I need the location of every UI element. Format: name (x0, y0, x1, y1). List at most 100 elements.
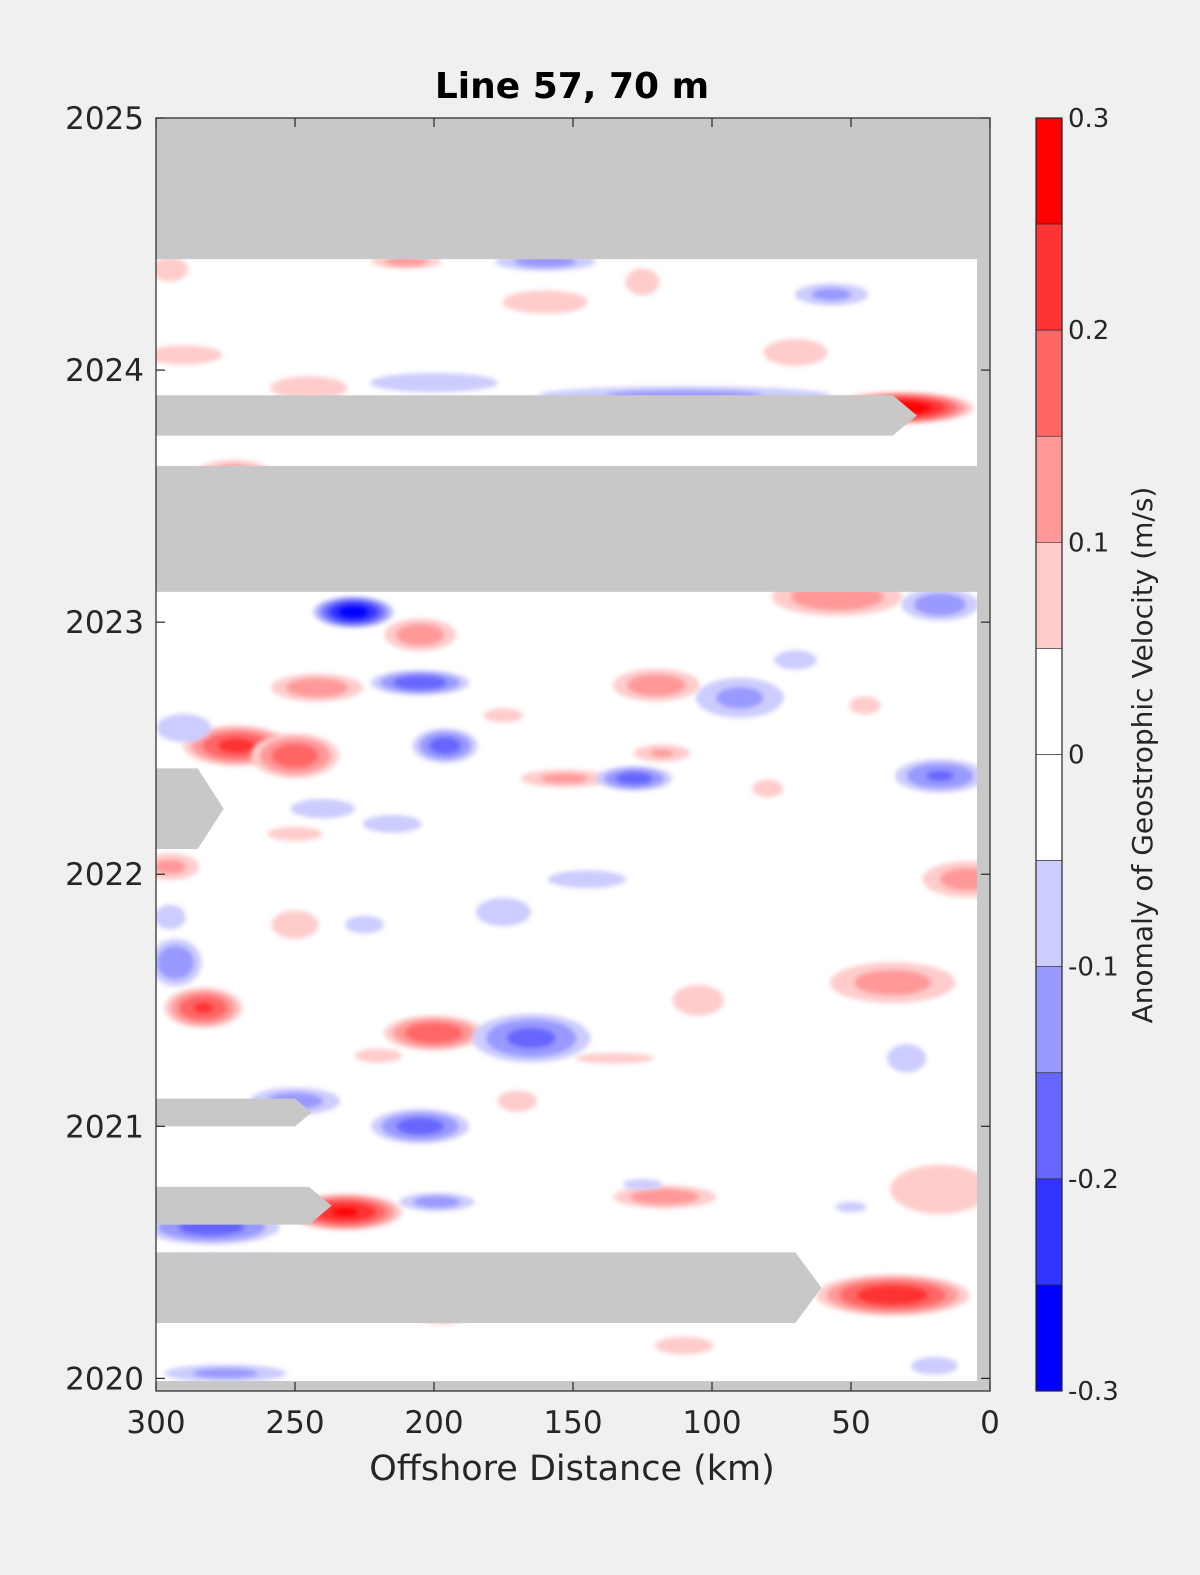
colorbar-segment (1035, 542, 1063, 649)
chart-title: Line 57, 70 m (435, 66, 709, 107)
missing-data-region (156, 768, 224, 850)
anomaly-feature (362, 814, 422, 833)
anomaly-contour (362, 814, 422, 833)
colorbar-segment (1035, 223, 1063, 331)
anomaly-feature (910, 1356, 958, 1375)
anomaly-feature (267, 826, 323, 842)
colorbar-tick-label: -0.3 (1068, 1377, 1119, 1407)
anomaly-contour (914, 593, 966, 616)
anomaly-feature (156, 904, 186, 930)
anomaly-contour (156, 345, 223, 365)
missing-data-region (156, 1098, 312, 1127)
anomaly-contour (193, 1002, 214, 1013)
y-tick-label: 2021 (65, 1109, 144, 1145)
anomaly-feature (156, 853, 200, 880)
anomaly-feature (271, 673, 364, 702)
anomaly-feature (412, 728, 478, 763)
anomaly-contour (218, 738, 255, 753)
anomaly-feature (472, 1013, 591, 1063)
anomaly-contour (192, 1368, 259, 1379)
y-tick-label: 2020 (65, 1361, 144, 1397)
anomaly-feature (794, 283, 869, 306)
anomaly-contour (502, 290, 588, 314)
anomaly-contour (887, 1044, 927, 1073)
anomaly-feature (596, 766, 673, 791)
anomaly-contour (396, 1118, 444, 1135)
anomaly-contour (763, 338, 828, 366)
anomaly-feature (290, 799, 355, 819)
colorbar-segment (1035, 1284, 1063, 1392)
anomaly-feature (695, 677, 784, 718)
anomaly-feature (763, 338, 828, 366)
anomaly-feature (483, 708, 524, 723)
anomaly-contour (811, 288, 852, 301)
anomaly-contour (575, 1052, 654, 1064)
anomaly-feature (370, 670, 470, 696)
anomaly-contour (344, 915, 385, 934)
colorbar-segment (1035, 435, 1063, 543)
colorbar: 0.3 0.2 0.1 0 -0.1 -0.2 -0.3 (1035, 104, 1119, 1407)
anomaly-contour (156, 904, 186, 930)
x-tick-label: 0 (980, 1405, 1000, 1441)
colorbar-segment (1035, 860, 1063, 967)
x-tick-label: 200 (404, 1405, 463, 1441)
y-tick-label: 2023 (65, 605, 144, 641)
anomaly-feature (815, 1274, 970, 1316)
anomaly-contour (384, 257, 428, 266)
anomaly-feature (890, 1164, 990, 1214)
anomaly-feature (156, 938, 202, 987)
anomaly-contour (271, 743, 319, 768)
anomaly-contour (370, 373, 498, 393)
colorbar-segment (1035, 648, 1063, 755)
anomaly-feature (835, 1201, 867, 1213)
x-tick-label: 100 (682, 1405, 741, 1441)
anomaly-contour (270, 376, 348, 400)
colorbar-segment (1035, 966, 1063, 1074)
missing-data-region (156, 465, 990, 592)
anomaly-contour (338, 606, 369, 618)
anomaly-feature (156, 713, 212, 743)
anomaly-contour (332, 1208, 358, 1217)
anomaly-contour (156, 859, 186, 874)
x-axis-label: Offshore Distance (km) (369, 1449, 775, 1489)
x-tick-label: 250 (265, 1405, 324, 1441)
anomaly-contour (405, 1022, 463, 1044)
colorbar-segment (1035, 117, 1063, 225)
colorbar-label: Anomaly of Geostrophic Velocity (m/s) (1126, 487, 1159, 1024)
colorbar-tick-label: -0.2 (1068, 1165, 1119, 1195)
anomaly-feature (520, 769, 609, 788)
anomaly-feature (547, 870, 627, 889)
anomaly-contour (271, 910, 319, 939)
colorbar-tick-label: 0.1 (1068, 528, 1109, 558)
colorbar-segment (1035, 754, 1063, 861)
anomaly-feature (654, 1336, 714, 1355)
anomaly-feature (751, 779, 784, 798)
x-tick-label: 150 (543, 1405, 602, 1441)
anomaly-feature (613, 1185, 717, 1209)
anomaly-contour (393, 676, 447, 690)
anomaly-contour (156, 713, 212, 743)
anomaly-contour (849, 696, 881, 715)
anomaly-contour (413, 1196, 460, 1208)
anomaly-feature (476, 897, 531, 927)
y-tick-label: 2024 (65, 353, 144, 389)
anomaly-feature (622, 1178, 663, 1190)
colorbar-tick-label: 0 (1068, 741, 1085, 771)
anomaly-contour (429, 737, 461, 754)
anomaly-contour (774, 650, 817, 670)
y-tick-label: 2025 (65, 101, 144, 137)
anomaly-contour (622, 1178, 663, 1190)
anomaly-feature (164, 987, 243, 1029)
anomaly-contour (497, 1090, 537, 1112)
anomaly-feature (384, 1015, 484, 1051)
x-tick-label: 300 (126, 1405, 185, 1441)
anomaly-contour (890, 1164, 990, 1214)
colorbar-segment (1035, 329, 1063, 437)
anomaly-contour (541, 773, 589, 784)
anomaly-contour (157, 945, 194, 980)
missing-data-region (156, 118, 990, 260)
colorbar-tick-label: -0.1 (1068, 953, 1119, 983)
anomaly-feature (672, 984, 724, 1016)
anomaly-contour (476, 897, 531, 927)
anomaly-feature (370, 373, 498, 393)
